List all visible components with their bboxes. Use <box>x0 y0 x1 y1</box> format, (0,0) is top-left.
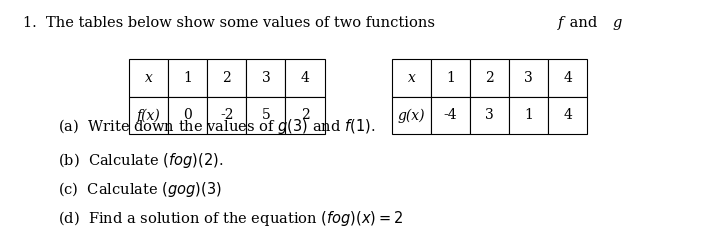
Bar <box>470 59 509 97</box>
Text: and: and <box>565 16 602 30</box>
Bar <box>168 97 207 134</box>
Text: 1.  The tables below show some values of two functions: 1. The tables below show some values of … <box>23 16 439 30</box>
Text: -4: -4 <box>443 108 458 122</box>
Text: g: g <box>612 16 622 30</box>
Text: f: f <box>558 16 563 30</box>
Bar <box>129 97 168 134</box>
Text: 4: 4 <box>563 108 573 122</box>
Bar <box>247 97 285 134</box>
Text: 1: 1 <box>183 71 193 85</box>
Text: 1: 1 <box>446 71 455 85</box>
Text: x: x <box>145 71 153 85</box>
Bar <box>207 59 247 97</box>
Bar <box>431 59 470 97</box>
Bar <box>207 97 247 134</box>
Text: g(x): g(x) <box>398 108 425 123</box>
Text: 2: 2 <box>301 108 309 122</box>
Text: 4: 4 <box>301 71 309 85</box>
Text: 3: 3 <box>262 71 270 85</box>
Text: 0: 0 <box>183 108 193 122</box>
Text: 3: 3 <box>524 71 533 85</box>
Text: 3: 3 <box>486 108 494 122</box>
Text: f(x): f(x) <box>137 108 160 123</box>
Bar <box>509 97 548 134</box>
Bar <box>548 59 588 97</box>
Text: 5: 5 <box>262 108 270 122</box>
Text: 4: 4 <box>563 71 573 85</box>
Text: -2: -2 <box>220 108 234 122</box>
Bar <box>509 59 548 97</box>
Text: 2: 2 <box>486 71 494 85</box>
Text: x: x <box>408 71 416 85</box>
Bar <box>285 59 324 97</box>
Text: 2: 2 <box>222 71 231 85</box>
Text: (c)  Calculate $(gog)(3)$: (c) Calculate $(gog)(3)$ <box>58 180 222 199</box>
Text: (a)  Write down the values of $g(3)$ and $f(1)$.: (a) Write down the values of $g(3)$ and … <box>58 117 376 136</box>
Bar <box>548 97 588 134</box>
Bar <box>285 97 324 134</box>
Bar <box>470 97 509 134</box>
Bar <box>129 59 168 97</box>
Text: (d)  Find a solution of the equation $(fog)(x) = 2$: (d) Find a solution of the equation $(fo… <box>58 209 404 228</box>
Bar <box>392 59 431 97</box>
Bar <box>392 97 431 134</box>
Text: 1: 1 <box>524 108 533 122</box>
Bar <box>247 59 285 97</box>
Bar <box>168 59 207 97</box>
Bar <box>431 97 470 134</box>
Text: (b)  Calculate $(fog)(2)$.: (b) Calculate $(fog)(2)$. <box>58 151 224 170</box>
